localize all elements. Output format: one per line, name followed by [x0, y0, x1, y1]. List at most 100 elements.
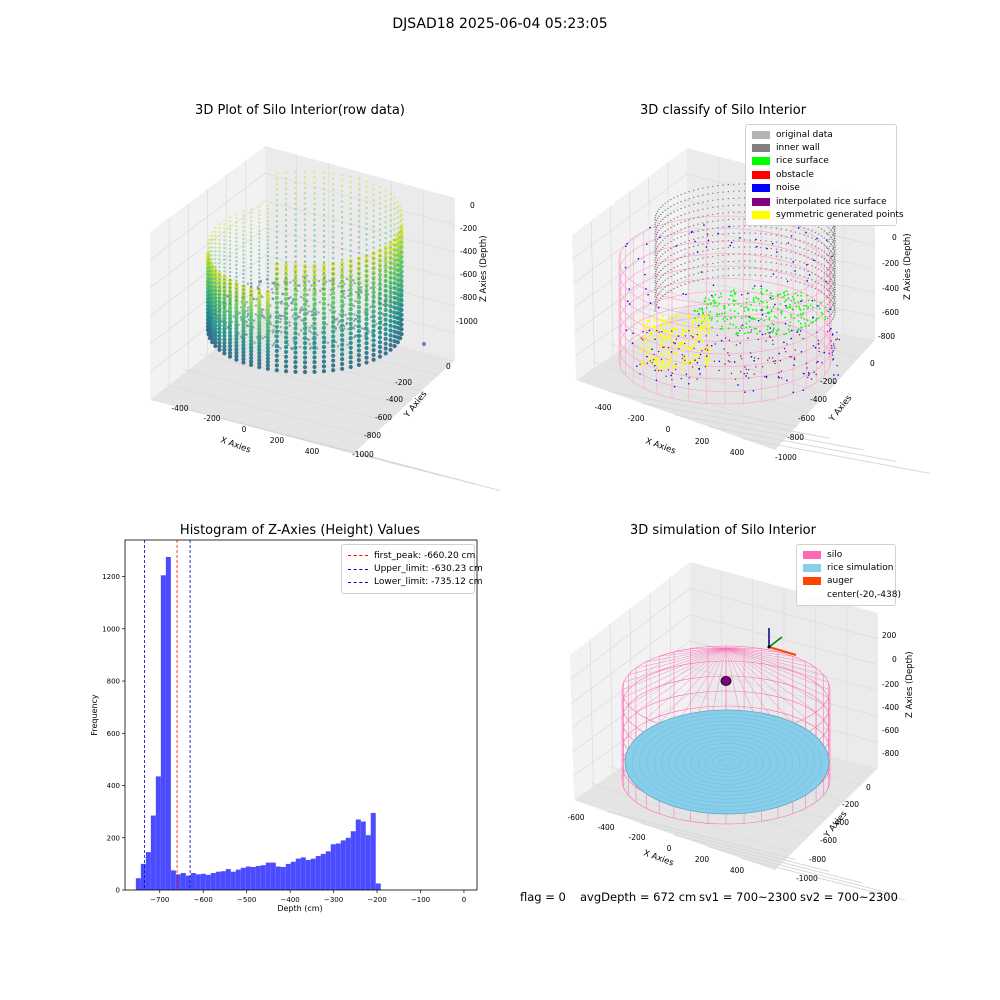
data-point [348, 292, 353, 297]
wall-point [817, 233, 820, 235]
wall-point [692, 189, 695, 192]
wall-point [834, 246, 836, 249]
histogram-bar [245, 866, 251, 890]
data-point [266, 250, 270, 254]
wall-point [670, 282, 672, 285]
wall-point [828, 241, 830, 243]
rice-point [797, 329, 799, 332]
data-point [274, 319, 279, 325]
symmetric-point [643, 335, 646, 338]
wall-point [654, 298, 657, 301]
wall-point [707, 200, 709, 202]
wall-point [820, 256, 823, 258]
data-point [378, 223, 382, 226]
data-point [222, 330, 227, 335]
data-point [395, 291, 400, 297]
wall-point [780, 228, 783, 230]
wall-point [826, 240, 829, 243]
data-point [388, 246, 393, 251]
data-point [235, 295, 238, 298]
wall-point [722, 275, 724, 277]
wall-point [722, 254, 724, 256]
data-point [364, 321, 369, 327]
data-point [265, 342, 270, 347]
data-point [312, 297, 317, 302]
noise-point [807, 374, 810, 376]
wall-point [697, 244, 699, 246]
data-point [217, 278, 222, 283]
data-point [299, 329, 303, 332]
data-point [249, 355, 254, 361]
symmetric-point [682, 349, 685, 352]
wall-point [770, 240, 772, 243]
data-point [257, 326, 262, 332]
noise-point [832, 358, 835, 360]
data-point [218, 309, 221, 312]
histogram-legend: first_peak: -660.20 cm Upper_limit: -630… [341, 544, 483, 595]
grid-line [707, 846, 897, 896]
data-point [393, 212, 396, 215]
data-point [213, 319, 218, 324]
data-point [290, 308, 294, 312]
data-point [228, 270, 232, 274]
histogram-bar [295, 858, 301, 890]
rice-point [770, 298, 773, 300]
data-point [313, 186, 316, 190]
data-point [246, 282, 250, 285]
symmetric-point [698, 328, 701, 331]
wall-point [828, 231, 831, 234]
wall-point [826, 295, 828, 297]
wall-point [707, 263, 709, 265]
data-point [294, 202, 297, 206]
plot2-pane-left [572, 148, 687, 380]
data-point [242, 241, 245, 245]
rice-point [701, 307, 704, 310]
noise-point [816, 305, 819, 307]
wall-point [814, 238, 817, 241]
wall-point [775, 255, 778, 257]
data-point [242, 218, 245, 221]
data-point [210, 304, 214, 308]
data-point [378, 259, 382, 263]
data-point [393, 291, 396, 295]
data-point [372, 251, 375, 255]
wall-point [697, 265, 699, 267]
wall-point [807, 270, 809, 273]
rice-point [733, 299, 736, 302]
wall-point [833, 286, 836, 288]
data-point [377, 320, 383, 326]
symmetric-point [704, 349, 708, 352]
wall-point [656, 224, 659, 227]
data-point [284, 250, 288, 254]
wall-point [828, 315, 831, 318]
wall-point [664, 237, 666, 240]
data-point [208, 320, 212, 324]
data-point [340, 247, 344, 251]
histogram-bar [200, 873, 206, 890]
symmetric-point [672, 367, 676, 370]
wall-point [688, 240, 690, 242]
wall-point [794, 280, 797, 282]
data-point [364, 312, 369, 317]
data-point [360, 327, 363, 330]
wall-point [823, 279, 826, 281]
data-point [365, 211, 368, 215]
data-point [392, 339, 397, 344]
data-point [303, 281, 307, 284]
data-point [291, 315, 294, 318]
legend-item: original data [752, 128, 890, 141]
wall-point [654, 249, 657, 252]
symmetric-point [701, 339, 704, 342]
legend-item: rice simulation [803, 561, 893, 574]
legend-label: Upper_limit: -630.23 cm [374, 564, 483, 575]
status-sv2: sv2 = 700~2300 [800, 890, 898, 904]
plot4-ztick: 200 [882, 631, 897, 640]
wall-point [832, 240, 835, 242]
wall-point [660, 206, 662, 208]
data-point [389, 251, 392, 254]
data-point [249, 231, 253, 234]
histogram-ticks: −700 −600 −500 −400 −300 −200 −100 002004006008… [102, 573, 466, 904]
legend-item: auger [803, 575, 889, 588]
noise-point [740, 293, 743, 296]
data-point [227, 351, 233, 356]
